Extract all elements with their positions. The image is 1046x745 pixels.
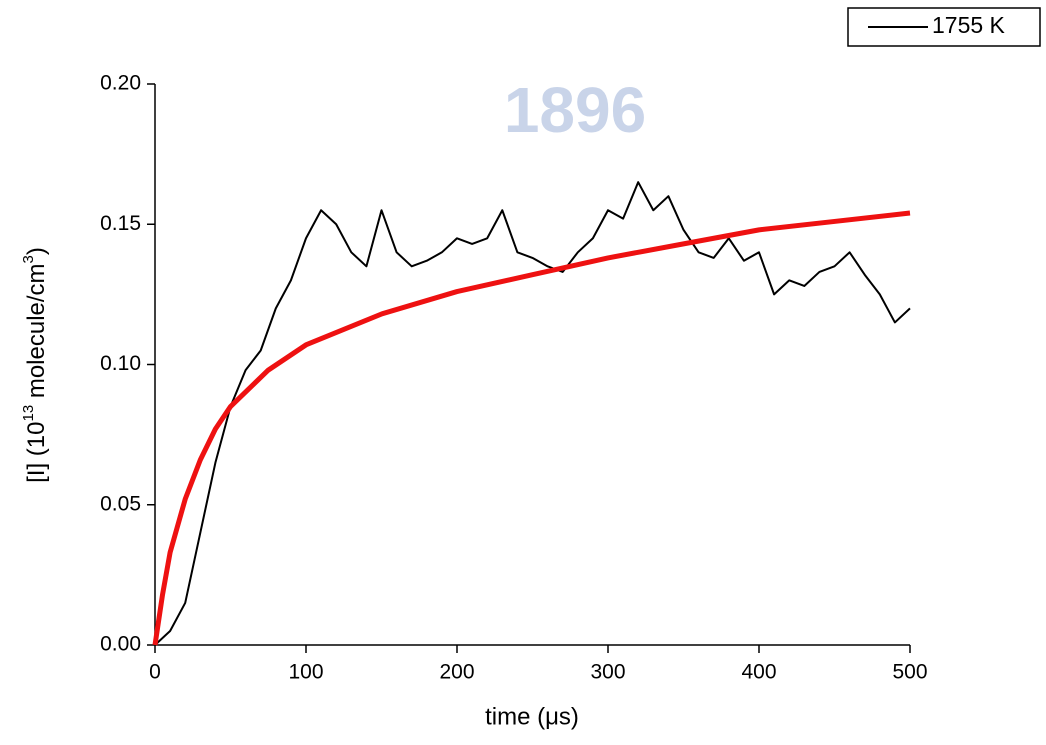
chart: 1896 time (μs) [I] (1013 molecule/cm3) 0…: [0, 0, 1046, 745]
y-tick-label: 0.15: [100, 212, 141, 235]
y-axis-label: [I] (1013 molecule/cm3): [20, 247, 50, 483]
legend-label: 1755 K: [932, 12, 1006, 38]
x-tick-label: 200: [439, 661, 474, 684]
x-tick-label: 100: [288, 661, 323, 684]
y-tick-label: 0.05: [100, 492, 141, 515]
y-tick-label: 0.00: [100, 633, 141, 656]
x-axis-label: time (μs): [485, 703, 579, 730]
x-tick-label: 400: [741, 661, 776, 684]
series-line: [155, 213, 910, 645]
y-tick-label: 0.20: [100, 72, 141, 95]
watermark: 1896: [504, 74, 646, 146]
y-tick-label: 0.10: [100, 352, 141, 375]
x-tick-label: 300: [590, 661, 625, 684]
x-tick-label: 500: [892, 661, 927, 684]
x-tick-label: 0: [149, 661, 161, 684]
series-line: [155, 182, 910, 645]
